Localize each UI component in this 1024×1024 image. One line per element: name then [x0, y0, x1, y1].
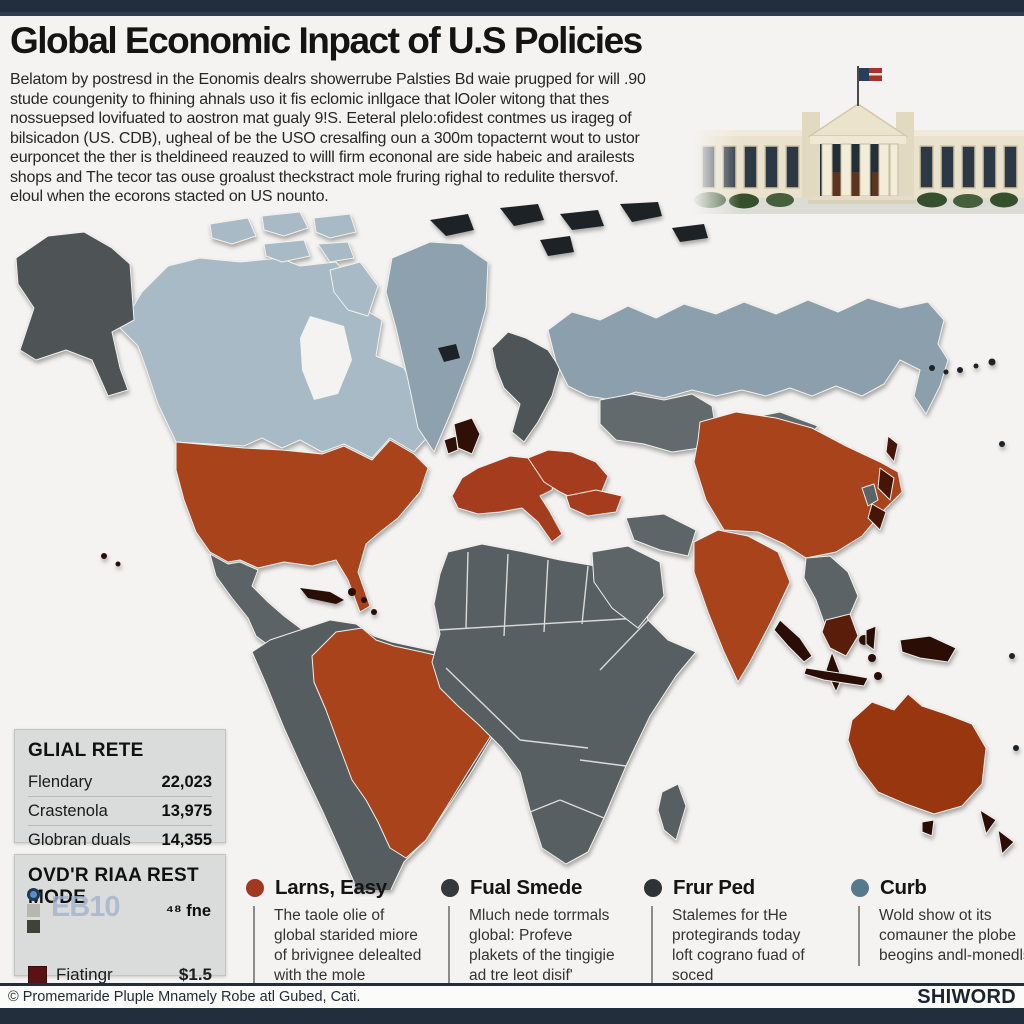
map-region-russia	[547, 297, 949, 415]
map-region-indonesia	[773, 619, 957, 687]
footer: © Promemaride Pluple Mnamely Robe atl Gu…	[0, 986, 1024, 1008]
paragraph-line: Belatom by postresd in the Eonomis dealr…	[10, 71, 646, 88]
map-region-china	[693, 411, 903, 559]
map-arctic-archipelago	[209, 211, 379, 317]
legend-dot-icon	[851, 879, 869, 897]
stats-row: Globran duals 14,355	[28, 826, 212, 854]
paragraph-line: shops and The tecor tas ouse groalust th…	[10, 168, 619, 186]
flag-pole	[857, 66, 859, 106]
legend-description: Wold show ot its comauner the plobe beog…	[858, 906, 1024, 966]
doors	[832, 172, 885, 196]
intro-paragraph: Belatom by postresd in the Eonomis dealr…	[10, 70, 646, 207]
world-map	[0, 200, 1024, 927]
stat-value: 13,975	[161, 801, 212, 820]
maroon-square-icon	[28, 965, 47, 985]
legend-title: Frur Ped	[673, 876, 755, 899]
stats-row: Crastenola 13,975	[28, 797, 212, 826]
paragraph-line: bilsicadon (US. CDB), ugheal of be the U…	[10, 129, 640, 147]
government-building-illustration	[692, 50, 1024, 224]
paragraph-line: eloul when the ecorons stacted on US nou…	[10, 188, 329, 205]
blue-target-icon	[27, 888, 40, 901]
legend-dot-icon	[441, 879, 459, 897]
map-region-arabia	[591, 545, 665, 629]
map-region-europe-west	[451, 455, 563, 543]
legend-item: Frur Ped Stalemes for tHe protegirands t…	[644, 876, 836, 986]
brand-logo: SHIWORD	[917, 985, 1016, 1008]
building-svg	[692, 50, 1024, 224]
pediment	[807, 103, 909, 137]
map-hudson-bay	[300, 316, 352, 400]
legend-item: Curb Wold show ot its comauner the plobe…	[851, 876, 1024, 966]
bottom-bar	[0, 1008, 1024, 1024]
legend-dot-icon	[246, 879, 264, 897]
paragraph-line: eurponcet the ther is theldineed reauzed…	[10, 149, 635, 166]
page-title: Global Economic Inpact of U.S Policies	[10, 20, 643, 61]
map-aleutian-dots	[929, 358, 1019, 751]
map-region-turkey	[565, 489, 623, 517]
stats-secondary-title: OVD'R RIAA REST MODE	[28, 865, 199, 908]
columns	[821, 143, 899, 197]
map-region-canada	[119, 257, 433, 459]
legend-description: The taole olie of global starided miore …	[253, 906, 426, 986]
legend-title: Fual Smede	[470, 876, 583, 899]
map-arctic-islands	[430, 202, 708, 362]
paragraph-line: stude coungenity to fhining ahnals uso i…	[10, 90, 610, 108]
flag-icon	[859, 68, 882, 81]
stats-box-primary: GLIAL RETE Flendary 22,023 Crastenola 13…	[14, 729, 226, 849]
stats-row: Flendary 22,023	[28, 768, 212, 797]
map-region-tasmania-nz	[921, 809, 1015, 855]
map-region-usa	[175, 439, 429, 613]
map-region-korea	[861, 483, 879, 507]
legend-title: Curb	[880, 876, 927, 899]
map-region-greenland	[385, 241, 489, 453]
map-region-scandinavia	[491, 331, 561, 443]
legend-title: Larns, Easy	[275, 876, 387, 899]
stat-value: 14,355	[161, 830, 212, 849]
map-region-uk	[443, 417, 481, 455]
footer-divider	[0, 983, 1024, 986]
gray-square-icon	[27, 904, 40, 917]
stat-label: Globran duals	[28, 830, 131, 849]
stat-value: $1.5	[178, 965, 212, 984]
map-africa-borders	[437, 551, 649, 819]
ghost-label: EB10	[51, 891, 121, 923]
map-region-madagascar	[657, 783, 687, 841]
legend-item: Larns, Easy The taole olie of global sta…	[246, 876, 438, 986]
stat-label: Fiatingr	[56, 965, 113, 984]
stat-label: Flendary	[28, 772, 93, 791]
paragraph-line: nossuepsed lovifuated to aostron mat gua…	[10, 110, 632, 127]
stat-label: Crastenola	[28, 801, 108, 820]
map-region-india	[693, 529, 791, 683]
stats-box-secondary: OVD'R RIAA REST MODE EB10 ⁴⁸ fne Fiating…	[14, 854, 226, 1014]
icon-stack	[27, 888, 41, 936]
legend-dot-icon	[644, 879, 662, 897]
map-region-europe-east	[527, 449, 609, 503]
olive-square-icon	[27, 920, 40, 933]
stats-row: Fiatingr $1.5	[28, 965, 212, 985]
copyright-text: © Promemaride Pluple Mnamely Robe atl Gu…	[8, 989, 361, 1005]
legend-description: Mluch nede torrmals global: Profeve plak…	[448, 906, 621, 986]
right-wing-windows	[919, 145, 1018, 189]
legend-item: Fual Smede Mluch nede torrmals global: P…	[441, 876, 633, 986]
map-region-iran	[625, 513, 697, 557]
map-region-borneo	[821, 613, 859, 657]
legend-description: Stalemes for tHe protegirands today loft…	[651, 906, 824, 986]
map-region-australia	[847, 693, 987, 815]
map-region-alaska	[15, 231, 135, 397]
map-region-japan	[867, 435, 899, 531]
map-caribbean-islands	[101, 553, 377, 615]
stat-value: 22,023	[161, 772, 212, 791]
stats-primary-title: GLIAL RETE	[28, 740, 144, 761]
top-bar	[0, 0, 1024, 16]
stat-value: ⁴⁸ fne	[165, 902, 211, 920]
world-map-svg	[15, 202, 1019, 927]
